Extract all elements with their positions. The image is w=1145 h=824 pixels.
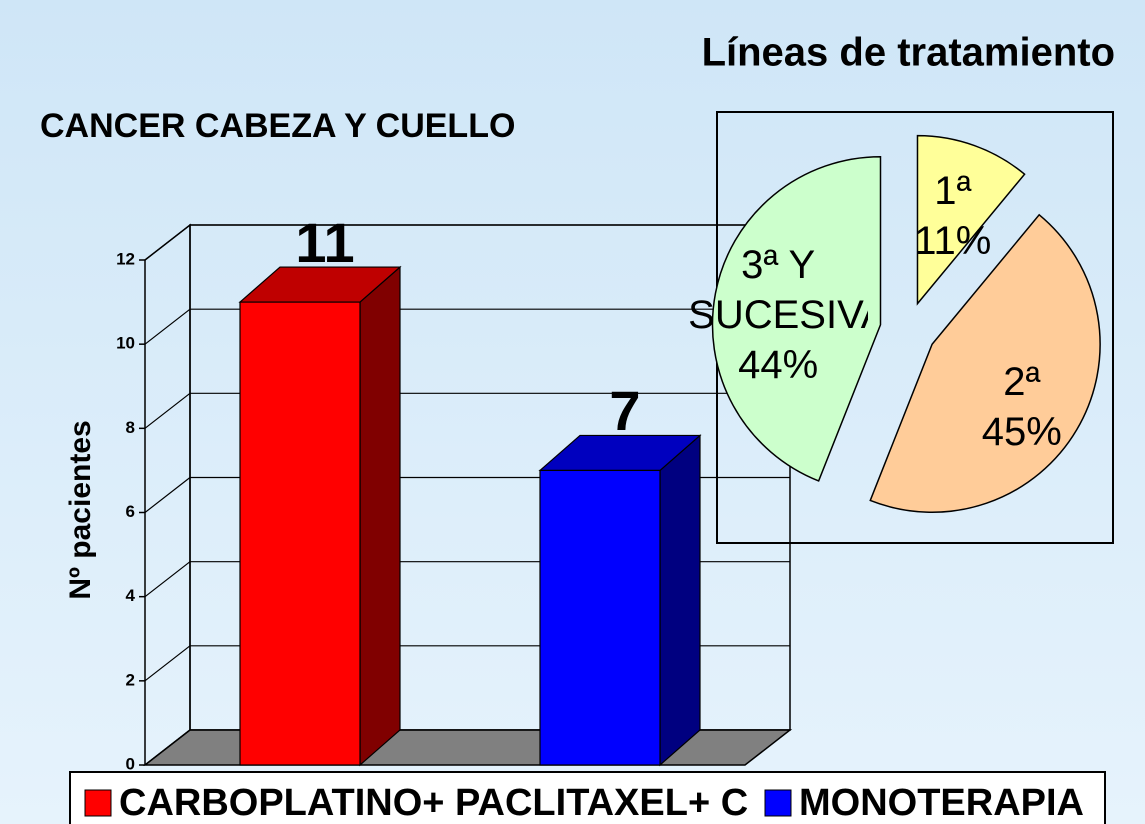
pie-value-label: 44% (738, 343, 819, 388)
legend-label: CARBOPLATINO+ PACLITAXEL+ C (119, 782, 748, 824)
bar-front (539, 469, 661, 766)
bar-chart-title: CANCER CABEZA Y CUELLO (40, 107, 515, 145)
y-tick-label: 4 (126, 586, 136, 605)
data-label: 7 (609, 379, 640, 442)
pie-label-text: 1ª 11% (863, 136, 1043, 296)
data-label: 11 (295, 211, 354, 274)
y-tick-label: 8 (126, 418, 135, 437)
pie-value-label: 45% (981, 410, 1062, 455)
legend-swatch (84, 789, 112, 817)
pie-slice (916, 134, 1026, 306)
grid-line (144, 392, 790, 429)
bar-front (239, 301, 361, 766)
y-tick-label: 10 (116, 334, 135, 353)
legend-label: MONOTERAPIA (799, 782, 1084, 824)
pie-chart-title: Líneas de tratamiento (702, 31, 1115, 75)
pie-slice (869, 213, 1101, 513)
legend-box (69, 771, 1106, 824)
bar (238, 265, 402, 767)
y-tick-label: 0 (126, 754, 135, 773)
pie-value-label: 11% (914, 218, 992, 263)
y-axis-label: Nº pacientes (64, 420, 97, 599)
grid-line (144, 224, 790, 261)
pie-category-label: 1ª (934, 168, 972, 213)
pie-label: 3ª Y SUCESIVAS 44% (688, 235, 868, 395)
bar-side (359, 265, 401, 767)
y-tick-label: 2 (126, 670, 135, 689)
pie-label-text: 2ª 45% (932, 327, 1112, 487)
pie-category-label: 3ª Y SUCESIVAS (688, 243, 868, 338)
pie-label-text: 3ª Y SUCESIVAS 44% (688, 235, 868, 395)
legend-swatch (764, 789, 792, 817)
y-tick-label: 12 (116, 249, 135, 268)
pie-category-label: 2ª (1003, 360, 1041, 405)
y-tick-label: 6 (126, 502, 135, 521)
bar (538, 434, 702, 767)
grid-line (144, 308, 790, 345)
bar-side (659, 434, 701, 767)
pie-slice (711, 156, 882, 482)
